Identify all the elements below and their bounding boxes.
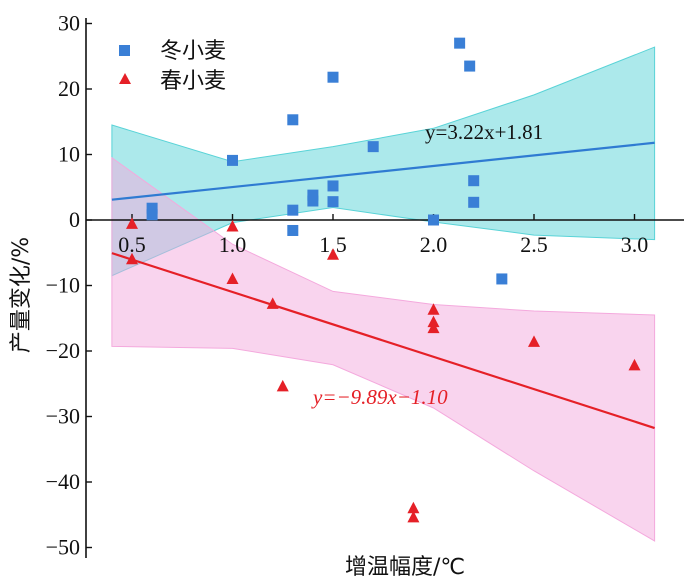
fit-line-0: [111, 141, 655, 201]
y-tick-label: 20: [58, 76, 80, 101]
point-winter-wheat: [227, 154, 238, 166]
point-winter-wheat: [327, 71, 339, 83]
point-spring-wheat: [126, 217, 138, 229]
y-tick-label: −50: [46, 535, 80, 560]
confidence-band-1: [111, 156, 656, 542]
point-spring-wheat: [126, 252, 138, 265]
x-tick-label: 2.5: [520, 232, 548, 257]
y-tick-label: −30: [46, 404, 80, 429]
point-winter-wheat: [367, 141, 379, 153]
point-spring-wheat: [226, 220, 239, 232]
point-winter-wheat: [287, 114, 299, 126]
y-tick-label: 30: [58, 11, 80, 36]
point-spring-wheat: [427, 321, 440, 334]
point-spring-wheat: [427, 303, 440, 315]
point-spring-wheat: [528, 335, 540, 347]
point-winter-wheat: [307, 195, 319, 207]
point-spring-wheat: [628, 358, 641, 371]
y-tick-label: −10: [46, 273, 80, 298]
y-tick-label: −20: [46, 338, 80, 363]
point-spring-wheat: [427, 315, 440, 328]
fit-line-1: [111, 252, 655, 430]
point-winter-wheat: [307, 189, 319, 201]
x-tick-label: 1.0: [219, 232, 247, 257]
point-winter-wheat: [496, 273, 508, 285]
equation-spring-wheat: y=−9.89x−1.10: [311, 385, 448, 409]
point-winter-wheat: [468, 175, 480, 187]
point-spring-wheat: [276, 379, 289, 392]
legend-marker-spring-wheat: [119, 73, 131, 84]
point-winter-wheat: [468, 196, 480, 208]
point-spring-wheat: [407, 510, 420, 523]
y-tick-label: 0: [69, 207, 80, 232]
point-winter-wheat: [146, 202, 158, 214]
equation-winter-wheat: y=3.22x+1.81: [425, 120, 543, 144]
point-winter-wheat: [464, 60, 476, 72]
legend: 冬小麦 春小麦: [119, 39, 226, 94]
point-winter-wheat: [327, 196, 339, 208]
point-winter-wheat: [428, 214, 439, 226]
point-spring-wheat: [407, 501, 420, 514]
legend-marker-winter-wheat: [119, 45, 130, 56]
x-tick-label: 3.0: [621, 232, 649, 257]
y-tick-label: 10: [58, 142, 80, 167]
data-points: [126, 37, 641, 523]
point-winter-wheat: [146, 209, 158, 221]
point-winter-wheat: [287, 224, 299, 236]
point-spring-wheat: [266, 297, 279, 309]
point-spring-wheat: [226, 272, 239, 284]
point-spring-wheat: [327, 248, 339, 260]
regression-lines: [111, 141, 655, 430]
y-axis-title: 产量变化/%: [9, 237, 34, 353]
x-tick-label: 2.0: [420, 232, 448, 257]
point-winter-wheat: [287, 204, 299, 216]
point-winter-wheat: [327, 180, 339, 192]
y-tick-label: −40: [46, 469, 80, 494]
legend-label-winter-wheat: 冬小麦: [160, 39, 226, 64]
point-winter-wheat: [454, 37, 466, 49]
confidence-bands: [111, 46, 656, 542]
legend-label-spring-wheat: 春小麦: [160, 69, 226, 94]
x-axis-title: 增温幅度/℃: [345, 555, 465, 580]
